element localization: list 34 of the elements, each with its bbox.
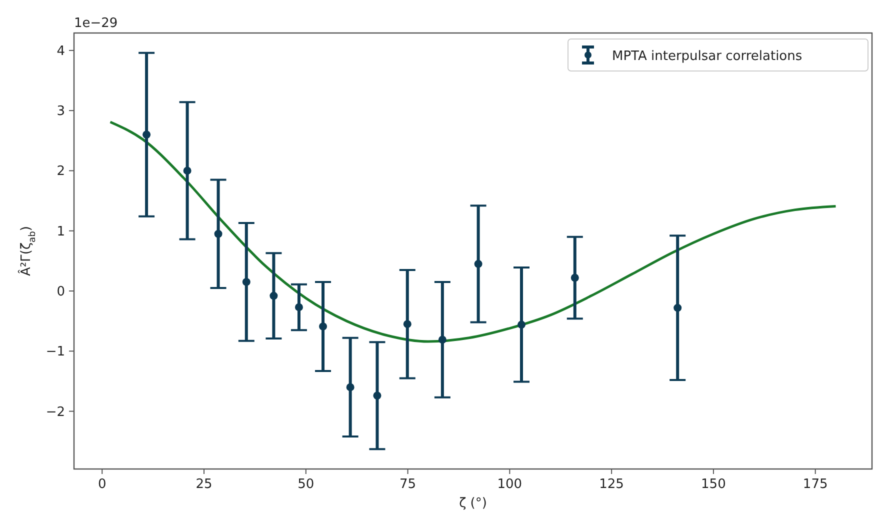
y-tick-label: 4 (56, 44, 65, 59)
point (518, 320, 526, 329)
point (142, 130, 151, 139)
point (373, 392, 382, 400)
text: 1e−29 (74, 16, 118, 31)
y-tick-label: −2 (46, 404, 65, 420)
x-tick-label: 125 (599, 477, 624, 492)
point (674, 304, 682, 312)
y-tick-label: 1 (56, 224, 65, 240)
point (183, 166, 192, 175)
x-tick-label: 150 (701, 477, 726, 492)
x-tick-label: 75 (400, 477, 416, 492)
y-tick-label: 2 (56, 164, 65, 180)
point (319, 322, 328, 330)
x-tick-label: 50 (298, 477, 314, 492)
point (294, 303, 303, 312)
x-tick-label: 0 (98, 477, 106, 492)
point (346, 383, 354, 392)
y-tick-label: −1 (46, 344, 65, 360)
legend-label: MPTA interpulsar correlations (612, 49, 802, 64)
point (214, 230, 222, 238)
point (570, 274, 579, 282)
point (242, 278, 250, 286)
point (474, 260, 482, 268)
point (438, 336, 446, 344)
y-tick-label: 3 (56, 104, 65, 120)
x-tick-label: 25 (196, 477, 212, 492)
line-series (109, 120, 837, 343)
y-tick-label: 0 (56, 284, 65, 300)
point (403, 320, 412, 328)
x-tick-label: 175 (802, 477, 828, 492)
x-axis-title: ζ (°) (459, 496, 487, 511)
x-tick-label: 100 (497, 477, 522, 492)
point (270, 292, 278, 300)
